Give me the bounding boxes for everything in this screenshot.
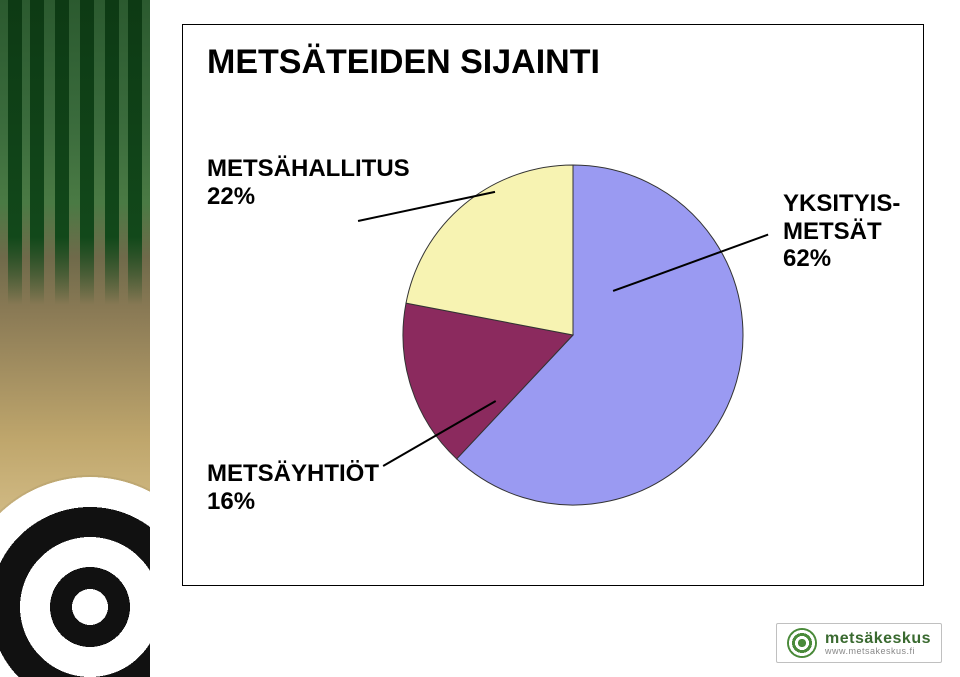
brand-logo-text: metsäkeskus www.metsakeskus.fi — [825, 631, 931, 656]
slice-label-text: METSÄYHTIÖT — [207, 460, 379, 487]
slice-label-yksityismetsat: YKSITYIS- METSÄT 62% — [783, 190, 900, 273]
brand-subtitle: www.metsakeskus.fi — [825, 647, 931, 656]
slice-label-metsahallitus: METSÄHALLITUS 22% — [207, 155, 410, 210]
brand-name: metsäkeskus — [825, 631, 931, 647]
slice-label-metsayhtiot: METSÄYHTIÖT 16% — [207, 460, 379, 515]
slice-percent-text: 16% — [207, 488, 255, 515]
brand-logo-icon — [787, 628, 817, 658]
pie-chart — [393, 155, 753, 515]
slice-percent-text: 22% — [207, 183, 255, 210]
slice-label-text-l1: YKSITYIS- — [783, 190, 900, 217]
bullseye-graphic — [0, 477, 150, 677]
content-frame: METSÄTEIDEN SIJAINTI METSÄHALLITUS 22% Y… — [182, 24, 924, 586]
decorative-forest-strip — [0, 0, 150, 677]
brand-logo: metsäkeskus www.metsakeskus.fi — [776, 623, 942, 663]
slice-label-text: METSÄHALLITUS — [207, 155, 410, 182]
slice-percent-text: 62% — [783, 245, 831, 272]
chart-title: METSÄTEIDEN SIJAINTI — [207, 43, 600, 82]
slice-label-text-l2: METSÄT — [783, 218, 882, 245]
slide-page: METSÄTEIDEN SIJAINTI METSÄHALLITUS 22% Y… — [0, 0, 960, 677]
